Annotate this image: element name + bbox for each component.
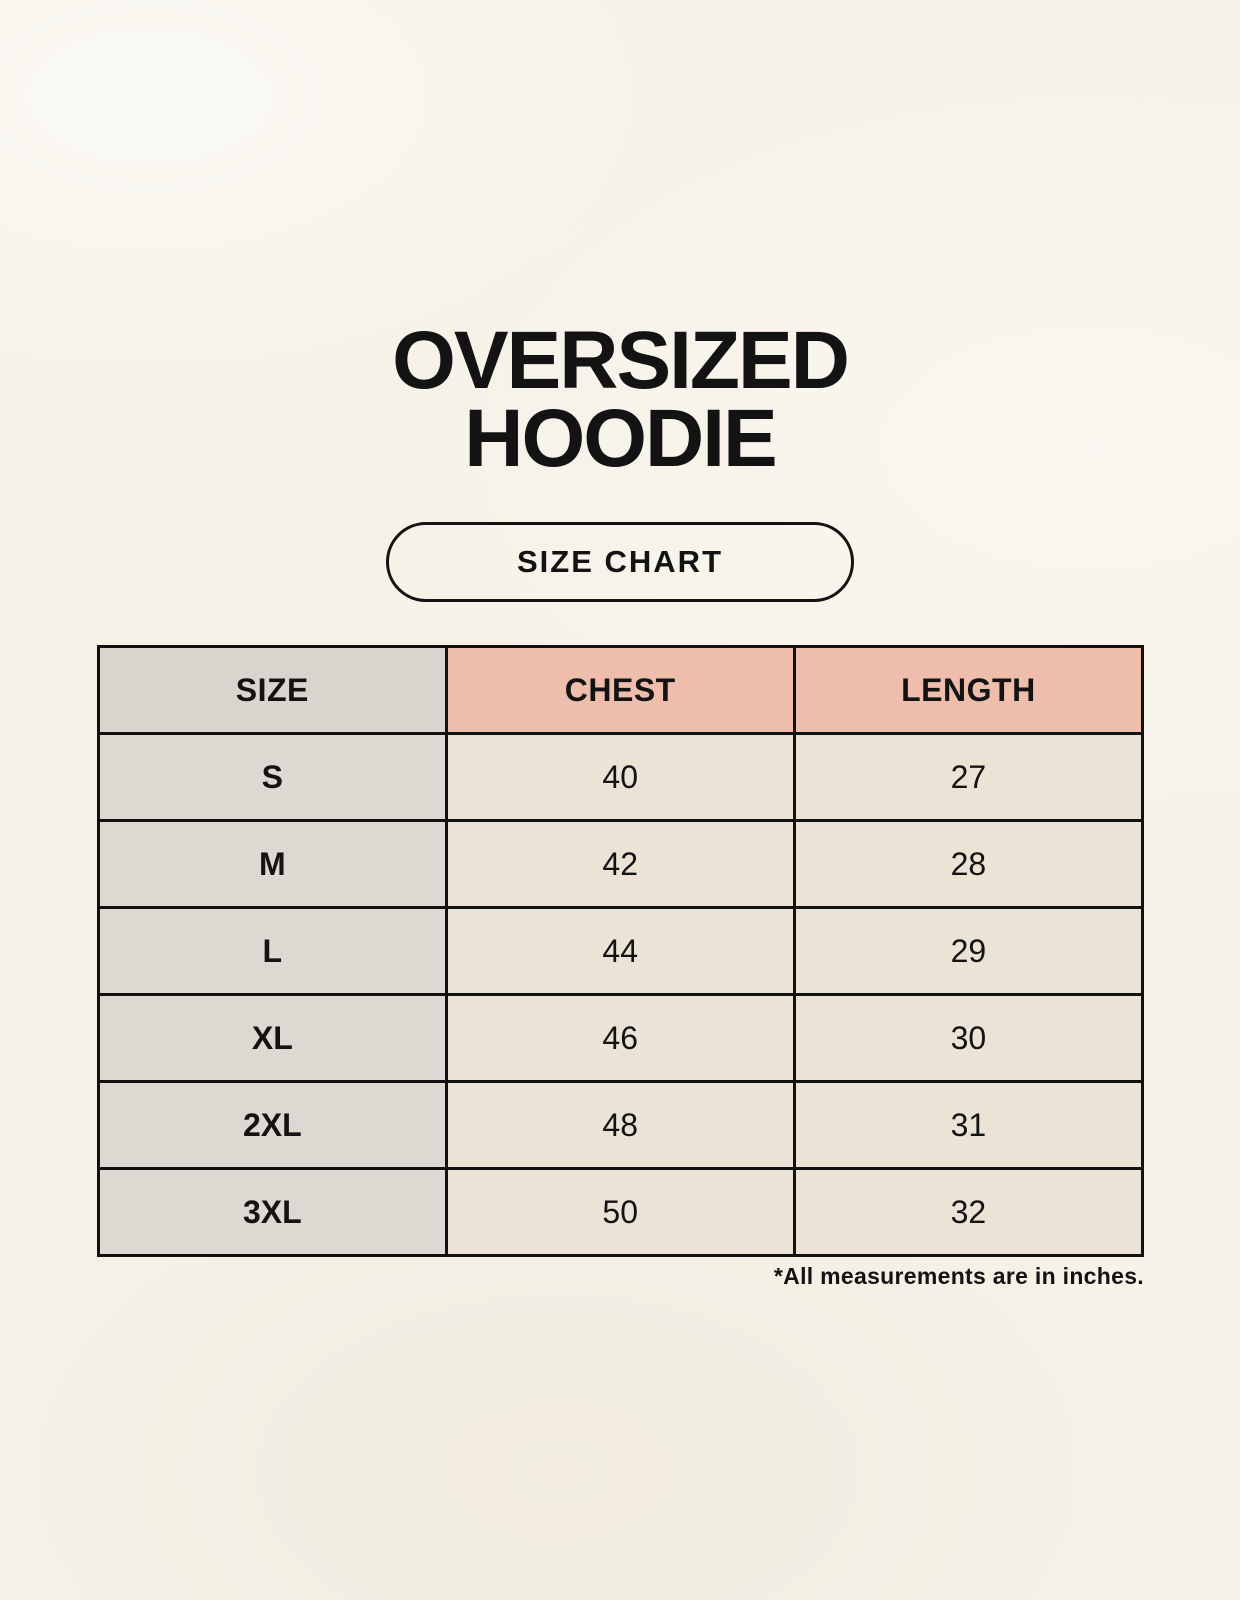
size-chart-badge: SIZE CHART bbox=[386, 522, 854, 602]
size-cell: 3XL bbox=[97, 1167, 448, 1257]
table-row: S 40 27 bbox=[97, 732, 1145, 822]
column-header-size: SIZE bbox=[97, 645, 448, 735]
size-cell: XL bbox=[97, 993, 448, 1083]
chest-cell: 46 bbox=[444, 993, 796, 1083]
table-row: 3XL 50 32 bbox=[97, 1167, 1145, 1257]
chest-cell: 40 bbox=[444, 732, 796, 822]
size-cell: 2XL bbox=[97, 1080, 448, 1170]
product-title: OVERSIZED HOODIE bbox=[0, 315, 1240, 484]
measurement-footnote: *All measurements are in inches. bbox=[773, 1263, 1144, 1289]
size-cell: M bbox=[97, 819, 448, 909]
chest-cell: 44 bbox=[444, 906, 796, 996]
length-cell: 31 bbox=[792, 1080, 1145, 1170]
size-chart-table: SIZE CHEST LENGTH S 40 27 M 42 28 L 44 2… bbox=[97, 645, 1145, 1257]
length-cell: 29 bbox=[792, 906, 1145, 996]
length-cell: 32 bbox=[792, 1167, 1145, 1257]
table-row: M 42 28 bbox=[97, 819, 1145, 909]
table-row: 2XL 48 31 bbox=[97, 1080, 1145, 1170]
chest-cell: 48 bbox=[444, 1080, 796, 1170]
length-cell: 30 bbox=[792, 993, 1145, 1083]
chest-cell: 42 bbox=[444, 819, 796, 909]
table-row: L 44 29 bbox=[97, 906, 1145, 996]
length-cell: 27 bbox=[792, 732, 1145, 822]
table-row: XL 46 30 bbox=[97, 993, 1145, 1083]
product-title-line1: OVERSIZED bbox=[392, 315, 850, 406]
chest-cell: 50 bbox=[444, 1167, 796, 1257]
size-cell: S bbox=[97, 732, 448, 822]
table-header-row: SIZE CHEST LENGTH bbox=[97, 645, 1145, 735]
size-cell: L bbox=[97, 906, 448, 996]
column-header-chest: CHEST bbox=[444, 645, 796, 735]
column-header-length: LENGTH bbox=[792, 645, 1145, 735]
product-title-line2: HOODIE bbox=[464, 393, 777, 484]
size-chart-badge-label: SIZE CHART bbox=[517, 544, 723, 579]
length-cell: 28 bbox=[792, 819, 1145, 909]
